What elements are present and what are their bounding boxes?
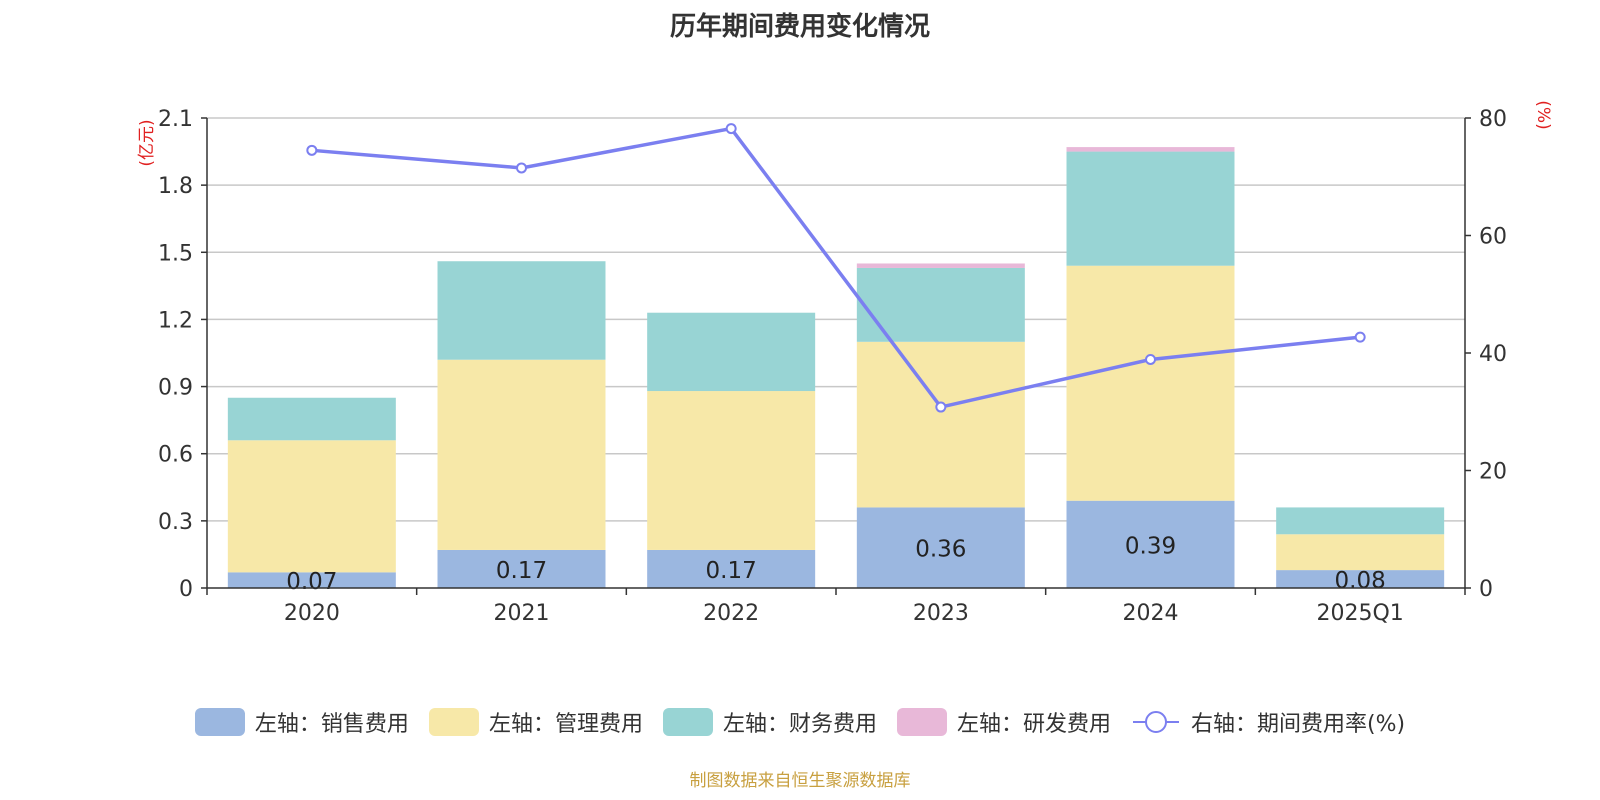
bar-layer [227, 147, 1445, 588]
left-axis-tick-label: 0.6 [158, 443, 193, 468]
bar-segment[interactable] [647, 391, 816, 550]
x-axis-tick-label: 2023 [913, 601, 969, 626]
axes-layer: 0 0.3 0.6 0.9 1.2 1.5 1.8 2.1 0 20 40 60 80 2020 2021 2… [158, 107, 1507, 626]
bar-segment[interactable] [1276, 507, 1445, 535]
line-point[interactable] [516, 162, 527, 174]
bar-data-label: 0.39 [1125, 533, 1176, 559]
left-axis-tick-label: 1.5 [158, 241, 193, 266]
legend-item-sales[interactable]: 左轴：销售费用 [194, 706, 409, 738]
legend-item-expense-rate[interactable]: 右轴：期间费用率(%) [1131, 706, 1405, 738]
bar-segment[interactable] [437, 549, 606, 588]
line-layer [306, 123, 1366, 413]
left-axis-tick-label: 0.3 [158, 510, 193, 535]
right-axis-tick-label: 60 [1479, 225, 1507, 250]
bar-data-label: 0.07 [286, 569, 337, 595]
bar-segment[interactable] [856, 341, 1025, 508]
legend-label-finance: 左轴：财务费用 [722, 712, 877, 737]
line-point[interactable] [935, 401, 947, 413]
bar-segment[interactable] [1066, 265, 1235, 501]
grid-lines [207, 117, 1465, 522]
legend-label-sales: 左轴：销售费用 [254, 712, 409, 737]
x-axis-tick-label: 2020 [284, 601, 340, 626]
line-point[interactable] [1145, 353, 1156, 365]
bar-segment[interactable] [227, 397, 396, 441]
left-axis-tick-label: 1.8 [158, 174, 193, 199]
left-axis-unit: (亿元) [137, 119, 157, 166]
bar-segment[interactable] [1066, 147, 1235, 152]
bar-data-label: 0.08 [1335, 568, 1386, 594]
legend-item-rd[interactable]: 左轴：研发费用 [896, 706, 1111, 738]
right-axis-tick-label: 20 [1479, 460, 1507, 485]
right-axis-tick-label: 40 [1479, 342, 1507, 367]
chart-canvas: 0.07 0.17 0.17 0.36 0.39 0.08 0 0.3 0.6 0.9 1.2 1.… [137, 100, 1553, 626]
line-point[interactable] [725, 123, 737, 135]
right-axis-tick-label: 0 [1479, 577, 1493, 602]
legend: 左轴：销售费用 左轴：管理费用 左轴：财务费用 左轴：研发费用 右轴：期间费用率… [0, 706, 1600, 738]
bar-data-label: 0.17 [706, 558, 757, 584]
legend-swatch-rd [896, 708, 947, 736]
legend-line-marker-icon [1132, 711, 1179, 733]
expense-rate-line [311, 126, 1361, 410]
bar-segment[interactable] [856, 267, 1025, 342]
bar-segment[interactable] [227, 572, 396, 588]
line-point[interactable] [1354, 331, 1366, 343]
legend-label-expense-rate: 右轴：期间费用率(%) [1190, 712, 1406, 737]
x-axis-tick-label: 2022 [703, 601, 759, 626]
bar-data-label: 0.17 [496, 558, 547, 584]
bar-segment[interactable] [437, 359, 606, 550]
bar-segment[interactable] [1276, 534, 1445, 571]
bar-segment[interactable] [856, 507, 1025, 588]
bar-label-layer: 0.07 0.17 0.17 0.36 0.39 0.08 [286, 533, 1386, 595]
x-axis-tick-label: 2025Q1 [1317, 601, 1404, 626]
source-note: 制图数据来自恒生聚源数据库 [689, 771, 911, 791]
bar-segment[interactable] [437, 261, 606, 360]
left-axis-tick-label: 0.9 [158, 376, 193, 401]
x-axis-tick-label: 2024 [1123, 601, 1179, 626]
chart-title: 历年期间费用变化情况 [669, 12, 930, 42]
left-axis-tick-label: 1.2 [158, 308, 193, 333]
legend-label-rd: 左轴：研发费用 [956, 712, 1111, 737]
left-axis-tick-label: 2.1 [158, 107, 193, 132]
bar-segment[interactable] [1276, 570, 1445, 588]
x-axis-tick-label: 2021 [494, 601, 550, 626]
legend-item-admin[interactable]: 左轴：管理费用 [428, 706, 643, 738]
legend-swatch-admin [428, 708, 479, 736]
bar-segment[interactable] [1066, 500, 1235, 588]
legend-swatch-sales [194, 708, 245, 736]
left-axis-tick-label: 0 [179, 577, 193, 602]
bar-segment[interactable] [647, 549, 816, 588]
bar-segment[interactable] [1066, 151, 1235, 266]
bar-segment[interactable] [227, 440, 396, 573]
legend-label-admin: 左轴：管理费用 [488, 712, 643, 737]
bar-segment[interactable] [856, 263, 1025, 268]
bar-segment[interactable] [647, 312, 816, 392]
bar-data-label: 0.36 [915, 537, 966, 563]
legend-item-finance[interactable]: 左轴：财务费用 [662, 706, 877, 738]
legend-swatch-finance [662, 708, 713, 736]
right-axis-tick-label: 80 [1479, 107, 1507, 132]
right-axis-unit: (%) [1533, 100, 1553, 129]
line-point[interactable] [306, 144, 318, 156]
